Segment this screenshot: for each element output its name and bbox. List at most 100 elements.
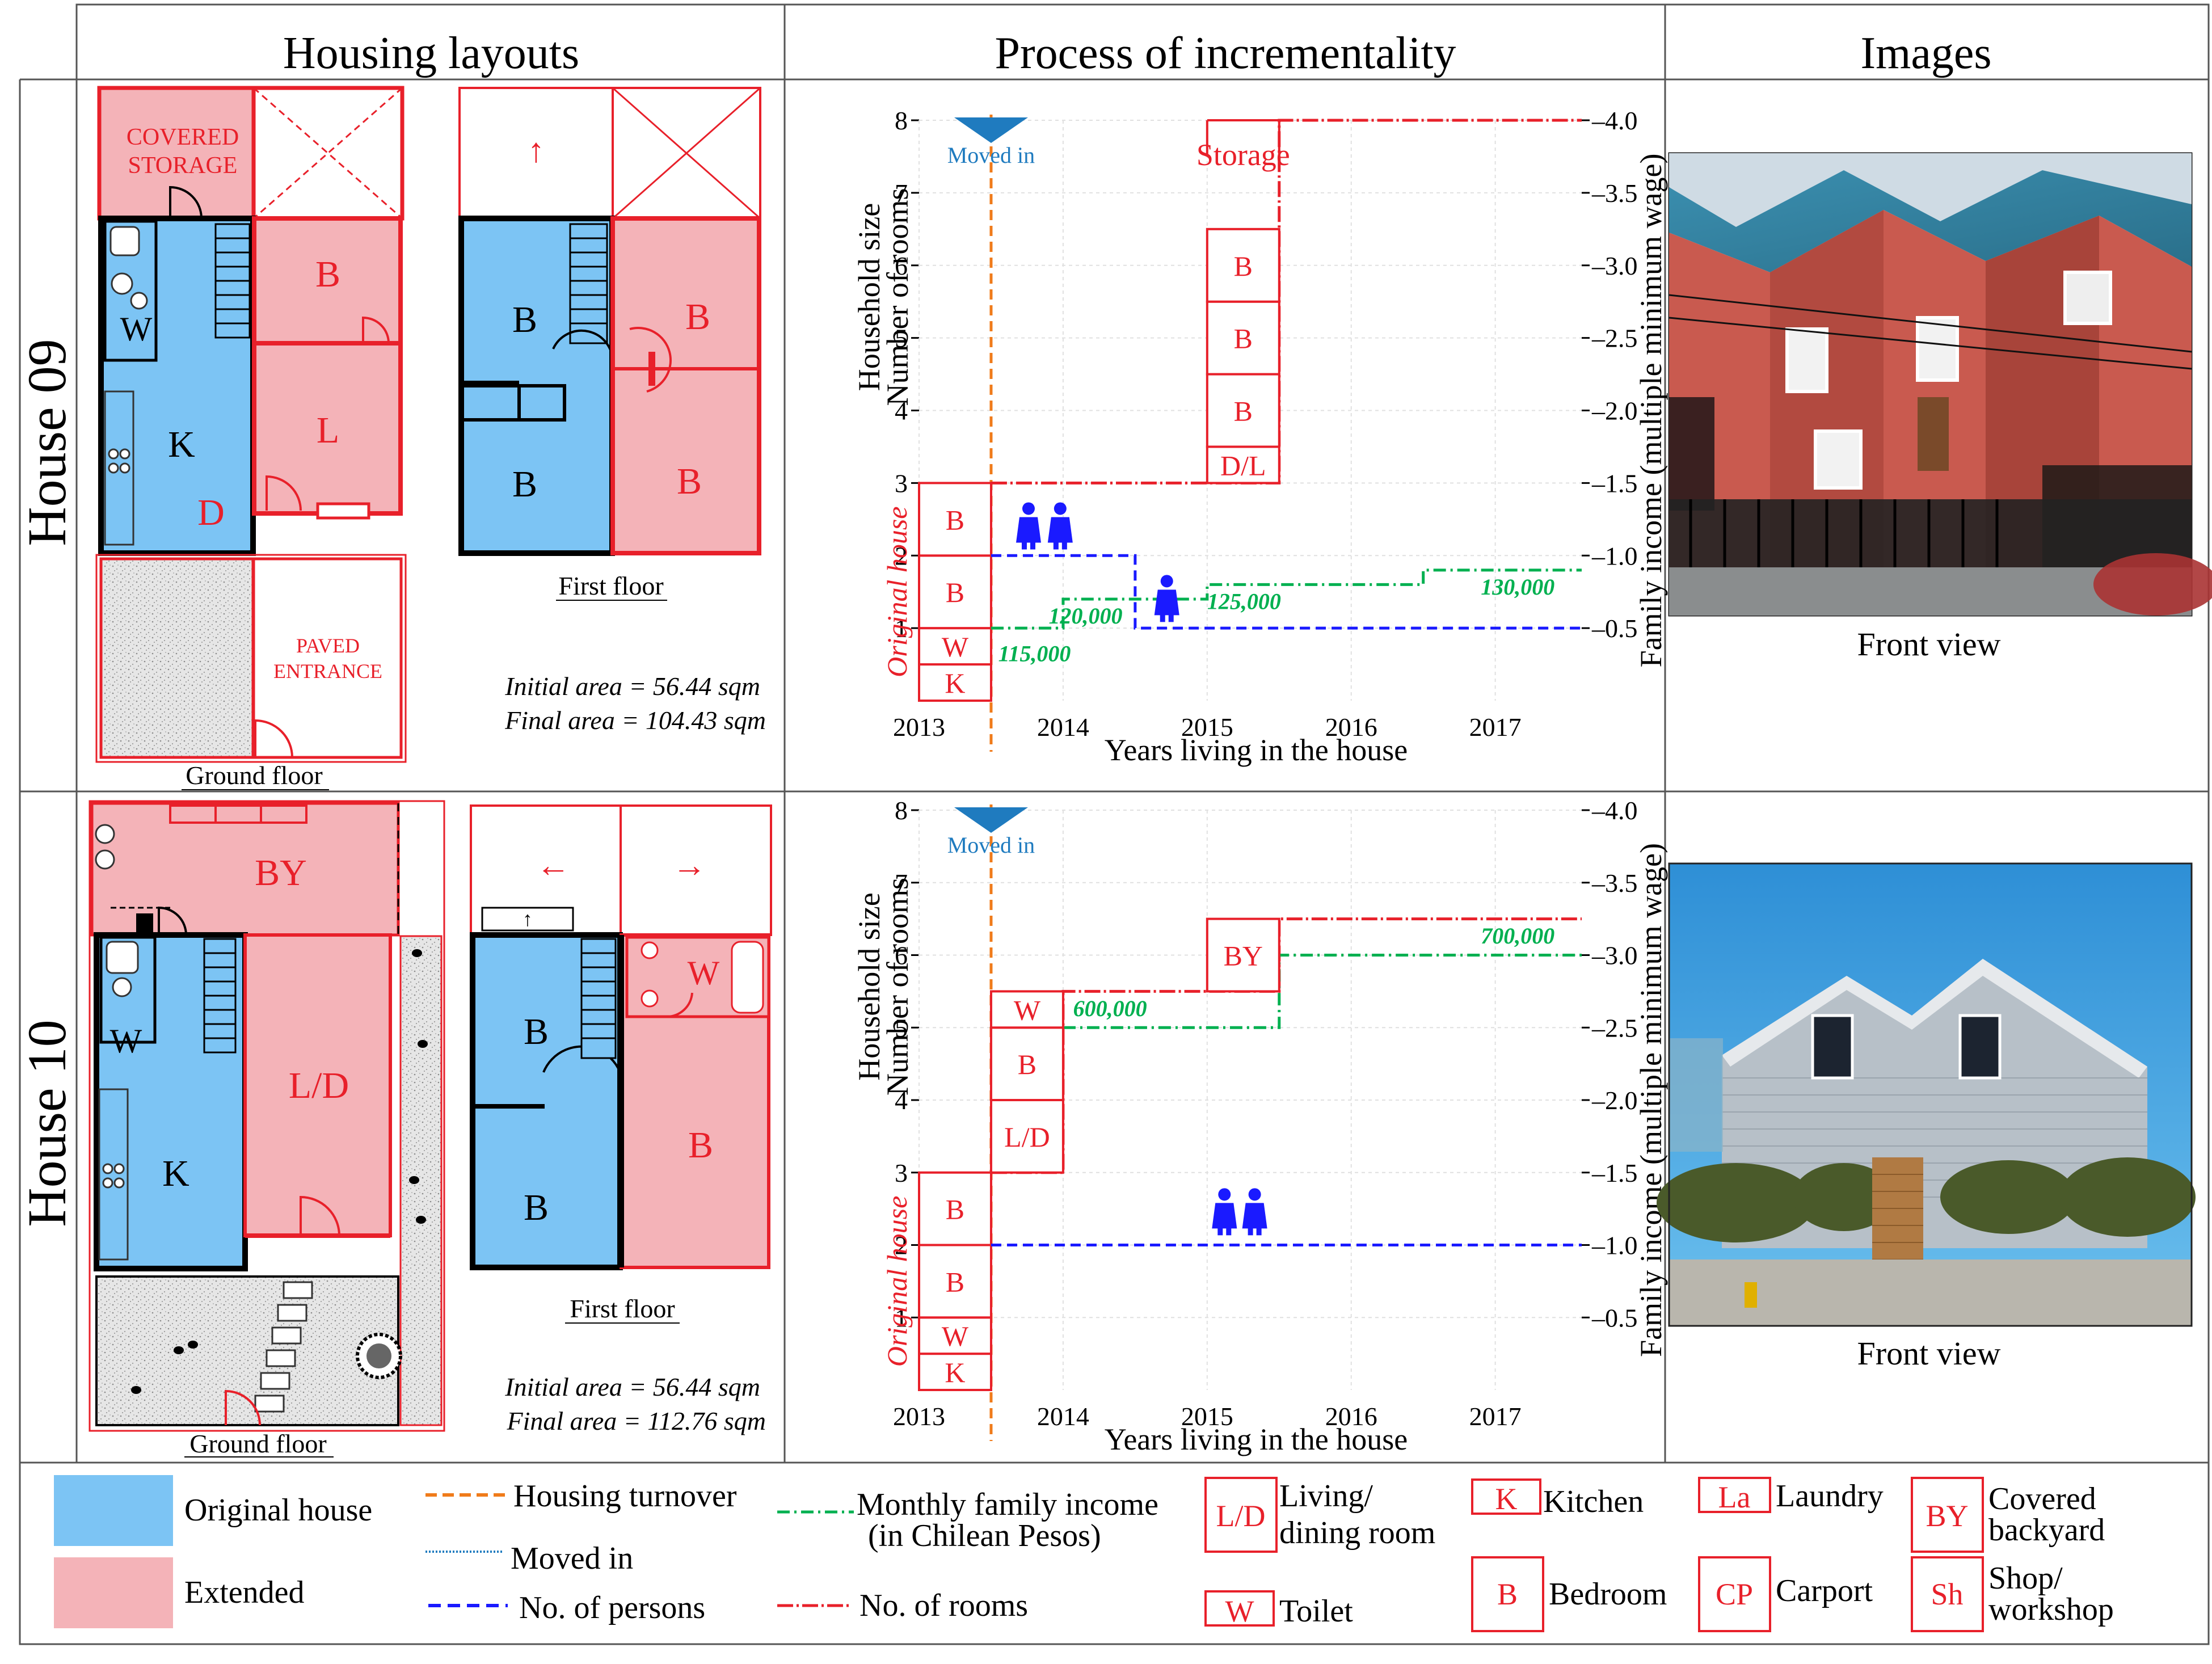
person-icon bbox=[1160, 614, 1165, 622]
room-block bbox=[918, 663, 992, 702]
series-monthly-family-income bbox=[991, 568, 1582, 630]
room-block bbox=[918, 1171, 992, 1246]
legend-label-ld-1: Living/ bbox=[1279, 1478, 1373, 1514]
y-tick-label: 5 bbox=[895, 1013, 908, 1042]
legend-label-turnover: Housing turnover bbox=[513, 1478, 737, 1514]
house09-room-b: B bbox=[315, 254, 340, 295]
legend: Original house Extended Housing turnover… bbox=[54, 1475, 2114, 1632]
house09-ground-floor-label: Ground floor bbox=[186, 761, 322, 790]
row-label-house10: House 10 bbox=[16, 1020, 77, 1227]
house10-ground-floor-label: Ground floor bbox=[189, 1429, 326, 1458]
room-block bbox=[918, 554, 992, 630]
legend-label-sh-1: Shop/ bbox=[1988, 1561, 2063, 1596]
header-process: Process of incrementality bbox=[995, 28, 1456, 78]
legend-label-cp: Carport bbox=[1776, 1573, 1873, 1608]
income-label: 600,000 bbox=[1073, 996, 1147, 1021]
series-no-of-rooms bbox=[991, 119, 1582, 485]
moved-in-marker-icon bbox=[954, 807, 1028, 833]
tree-icon bbox=[356, 1333, 402, 1379]
covered-storage-label-2: STORAGE bbox=[128, 153, 238, 179]
stepping-stones bbox=[254, 1281, 313, 1413]
right-axis-title: Family income (multiple minimum wage) bbox=[1634, 843, 1668, 1357]
house10-room-k: K bbox=[162, 1153, 189, 1194]
y2-tick-label: –4.0 bbox=[1591, 106, 1638, 135]
legend-code-b: B bbox=[1497, 1577, 1518, 1611]
y2-tick-label: –2.5 bbox=[1591, 1013, 1638, 1042]
legend-label-sh-2: workshop bbox=[1988, 1592, 2114, 1627]
room-block bbox=[1206, 373, 1280, 448]
planter-icons bbox=[131, 949, 428, 1394]
moved-in-marker-icon bbox=[954, 117, 1028, 143]
house10-room-ld: L/D bbox=[289, 1065, 349, 1106]
person-icon bbox=[1053, 541, 1059, 550]
storage-label: Storage bbox=[1196, 138, 1290, 172]
room-block-label: K bbox=[945, 1357, 965, 1388]
y-tick-label: 8 bbox=[895, 106, 908, 135]
room-block-label: BY bbox=[1224, 940, 1263, 972]
house10-ff-room-b1: B bbox=[524, 1011, 549, 1052]
room-block-label: B bbox=[1234, 395, 1253, 427]
series-monthly-family-income bbox=[1063, 954, 1582, 1029]
y-tick-label: 1 bbox=[895, 614, 908, 643]
person-icon bbox=[1218, 1188, 1231, 1201]
room-block-label: B bbox=[946, 504, 964, 536]
person-icon bbox=[1061, 541, 1067, 550]
house10-ff-room-w: W bbox=[688, 954, 720, 992]
x-tick-label: 2014 bbox=[1037, 1402, 1089, 1431]
room-block-label: B bbox=[1234, 323, 1253, 355]
house10-first-floor-label: First floor bbox=[570, 1294, 675, 1323]
house09-ff-room-b4: B bbox=[677, 461, 702, 502]
house10-ff-room-b2: B bbox=[524, 1187, 549, 1228]
left-axis-title-1: Household size bbox=[852, 203, 886, 391]
house10-initial-area: Initial area = 56.44 sqm bbox=[504, 1372, 760, 1401]
y2-tick-label: –3.0 bbox=[1591, 251, 1638, 280]
header-images: Images bbox=[1860, 28, 1991, 78]
y-tick-label: 3 bbox=[895, 469, 908, 498]
y2-tick-label: –0.5 bbox=[1591, 1303, 1638, 1332]
room-block-label: W bbox=[942, 631, 969, 663]
room-block-label: D/L bbox=[1220, 449, 1266, 481]
y-tick-label: 7 bbox=[895, 869, 908, 898]
house09-first-floor-label: First floor bbox=[558, 571, 663, 600]
y-tick-label: 6 bbox=[895, 941, 908, 970]
x-tick-label: 2017 bbox=[1469, 1402, 1522, 1431]
room-block-label: K bbox=[945, 667, 965, 699]
y-tick-label: 8 bbox=[895, 796, 908, 825]
legend-label-income-1: Monthly family income bbox=[857, 1487, 1158, 1522]
left-axis-title-1: Household size bbox=[852, 892, 886, 1080]
house10-room-by: BY bbox=[255, 852, 307, 894]
legend-code-by: BY bbox=[1926, 1499, 1968, 1533]
house09-front-view-photo bbox=[1668, 152, 2212, 617]
person-icon bbox=[1217, 1227, 1223, 1236]
legend-label-income-2: (in Chilean Pesos) bbox=[868, 1518, 1101, 1553]
x-tick-label: 2016 bbox=[1325, 713, 1377, 742]
y2-tick-label: –1.0 bbox=[1591, 541, 1638, 570]
house10-room-w: W bbox=[110, 1022, 142, 1060]
original-house-label: Original house bbox=[881, 1196, 913, 1367]
legend-label-original: Original house bbox=[184, 1493, 372, 1528]
legend-label-extended: Extended bbox=[184, 1575, 304, 1610]
y-tick-label: 5 bbox=[895, 324, 908, 353]
x-tick-label: 2015 bbox=[1181, 713, 1233, 742]
house09-initial-area: Initial area = 56.44 sqm bbox=[504, 672, 760, 701]
room-block-label: W bbox=[1014, 994, 1041, 1026]
legend-code-w: W bbox=[1225, 1594, 1254, 1628]
x-tick-label: 2015 bbox=[1181, 1402, 1233, 1431]
house10-incrementality-chart: 1 2 3 4 5 6 7 8 2013 2014 2015 2016 2017 –0.5 –1.0 –1.5… bbox=[852, 796, 1668, 1456]
legend-label-rooms: No. of rooms bbox=[859, 1588, 1028, 1623]
room-block-label: W bbox=[942, 1320, 969, 1352]
room-block bbox=[1206, 300, 1280, 376]
house09-room-k: K bbox=[168, 424, 195, 465]
house10-ground-floor-plan: BY W K L/D bbox=[89, 800, 445, 1458]
house10-right-arrow: → bbox=[672, 846, 706, 884]
legend-label-ld-2: dining room bbox=[1279, 1515, 1435, 1551]
legend-code-sh: Sh bbox=[1931, 1577, 1963, 1611]
paved-entrance-label-2: ENTRANCE bbox=[273, 660, 382, 683]
y2-tick-label: –1.0 bbox=[1591, 1231, 1638, 1260]
y-tick-label: 4 bbox=[895, 1086, 908, 1115]
y-tick-label: 6 bbox=[895, 251, 908, 280]
left-axis-title-2: Number of rooms bbox=[880, 878, 915, 1096]
house09-room-d: D bbox=[197, 492, 225, 533]
legend-label-k: Kitchen bbox=[1543, 1484, 1644, 1519]
